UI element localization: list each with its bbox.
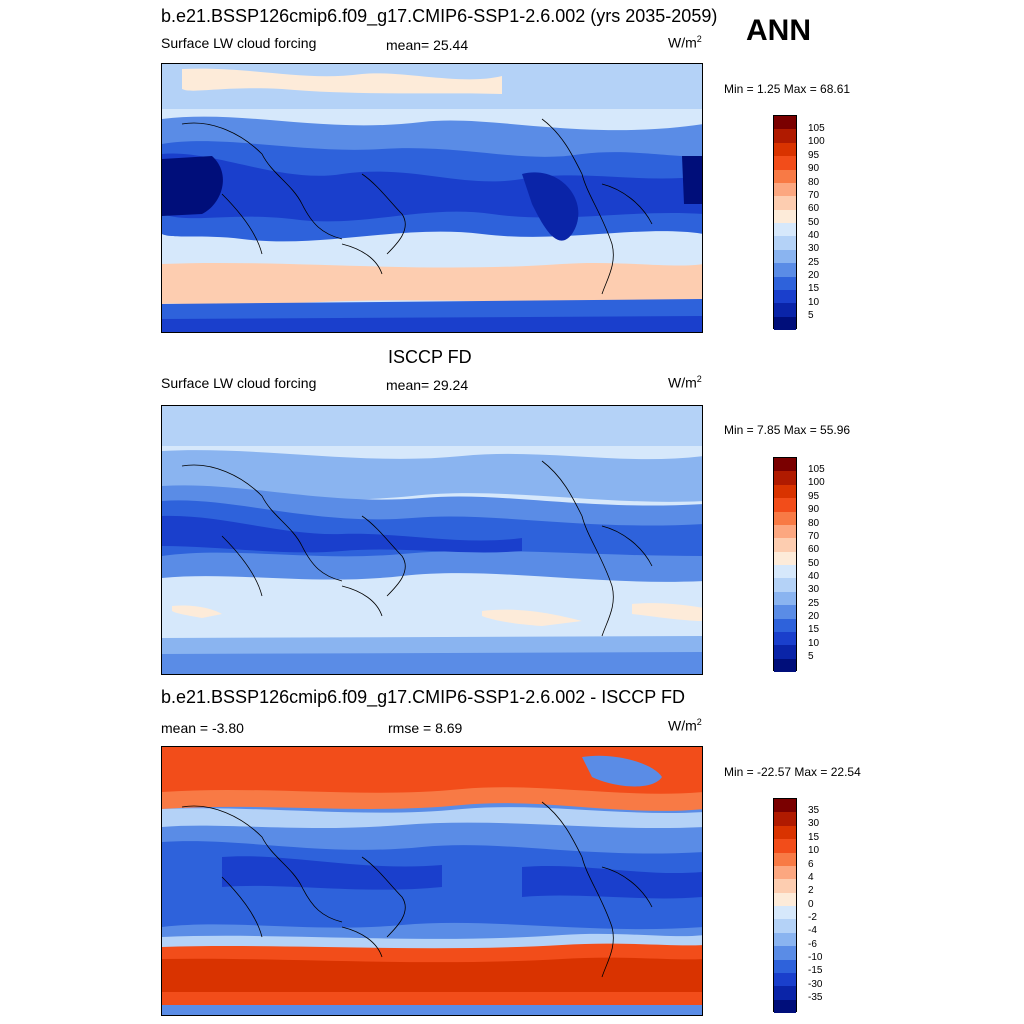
panel1-mean-label: mean= 25.44 [386,37,469,53]
panel1-cb-label: 30 [808,243,820,254]
panel3-cb-label: 15 [808,832,820,843]
panel3-cb-label: -4 [808,925,817,936]
panel2-mean-label: mean= 29.24 [386,377,469,393]
panel2-map [161,405,703,675]
panel2-units: W/m2 [668,374,702,391]
panel2-cb-label: 40 [808,571,820,582]
panel2-cb-label: 70 [808,531,820,542]
panel3-cb-label: 0 [808,899,814,910]
panel1-cb-label: 90 [808,163,820,174]
panel1-cb-label: 70 [808,190,820,201]
panel1-cb-label: 10 [808,297,820,308]
panel1-minmax: Min = 1.25 Max = 68.61 [724,82,851,96]
panel1-cb-label: 25 [808,257,820,268]
panel1-colorbar [773,115,797,330]
panel1-cb-label: 95 [808,150,820,161]
panel3-cb-label: -15 [808,965,823,976]
panel3-cb-label: 2 [808,885,814,896]
panel3-rmse-label: rmse = 8.69 [388,720,463,736]
panel3-mean-label: mean = -3.80 [161,720,244,736]
panel1-variable-label: Surface LW cloud forcing [161,35,317,51]
panel2-cb-label: 105 [808,464,825,475]
season-label: ANN [746,14,811,47]
panel2-variable-label: Surface LW cloud forcing [161,375,317,391]
panel2-cb-label: 20 [808,611,820,622]
panel2-map-svg [162,406,702,674]
panel3-cb-label: 10 [808,845,820,856]
panel3-header: b.e21.BSSP126cmip6.f09_g17.CMIP6-SSP1-2.… [161,687,685,707]
panel3-cb-label: -6 [808,939,817,950]
panel3-cb-label: -2 [808,912,817,923]
panel3-cb-label: -30 [808,979,823,990]
panel1-map-svg [162,64,702,332]
panel3-units: W/m2 [668,717,702,734]
panel2-cb-label: 60 [808,544,820,555]
panel3-map [161,746,703,1016]
panel1-cb-label: 50 [808,217,820,228]
panel1-cb-label: 80 [808,177,820,188]
panel3-colorbar [773,798,797,1013]
panel2-cb-label: 30 [808,584,820,595]
panel3-cb-label: 35 [808,805,820,816]
panel3-map-svg [162,747,702,1015]
panel1-cb-label: 5 [808,310,814,321]
panel3-cb-label: 4 [808,872,814,883]
panel1-units: W/m2 [668,34,702,51]
panel1-cb-label: 60 [808,203,820,214]
panel2-cb-label: 15 [808,624,820,635]
panel1-cb-label: 40 [808,230,820,241]
panel2-colorbar [773,457,797,672]
panel2-cb-label: 80 [808,518,820,529]
panel1-cb-label: 15 [808,283,820,294]
panel2-cb-label: 95 [808,491,820,502]
panel2-cb-label: 5 [808,651,814,662]
panel2-minmax: Min = 7.85 Max = 55.96 [724,423,851,437]
panel3-cb-label: -35 [808,992,823,1003]
panel3-cb-label: 30 [808,818,820,829]
panel2-cb-label: 100 [808,477,825,488]
panel2-cb-label: 25 [808,598,820,609]
panel2-header: ISCCP FD [388,347,472,367]
panel2-cb-label: 10 [808,638,820,649]
panel1-cb-label: 20 [808,270,820,281]
panel1-cb-label: 100 [808,136,825,147]
panel1-map [161,63,703,333]
panel3-cb-label: 6 [808,859,814,870]
panel2-cb-label: 90 [808,504,820,515]
panel1-cb-label: 105 [808,123,825,134]
panel2-cb-label: 50 [808,558,820,569]
panel3-cb-label: -10 [808,952,823,963]
main-title: b.e21.BSSP126cmip6.f09_g17.CMIP6-SSP1-2.… [161,6,718,26]
panel3-minmax: Min = -22.57 Max = 22.54 [724,765,861,779]
